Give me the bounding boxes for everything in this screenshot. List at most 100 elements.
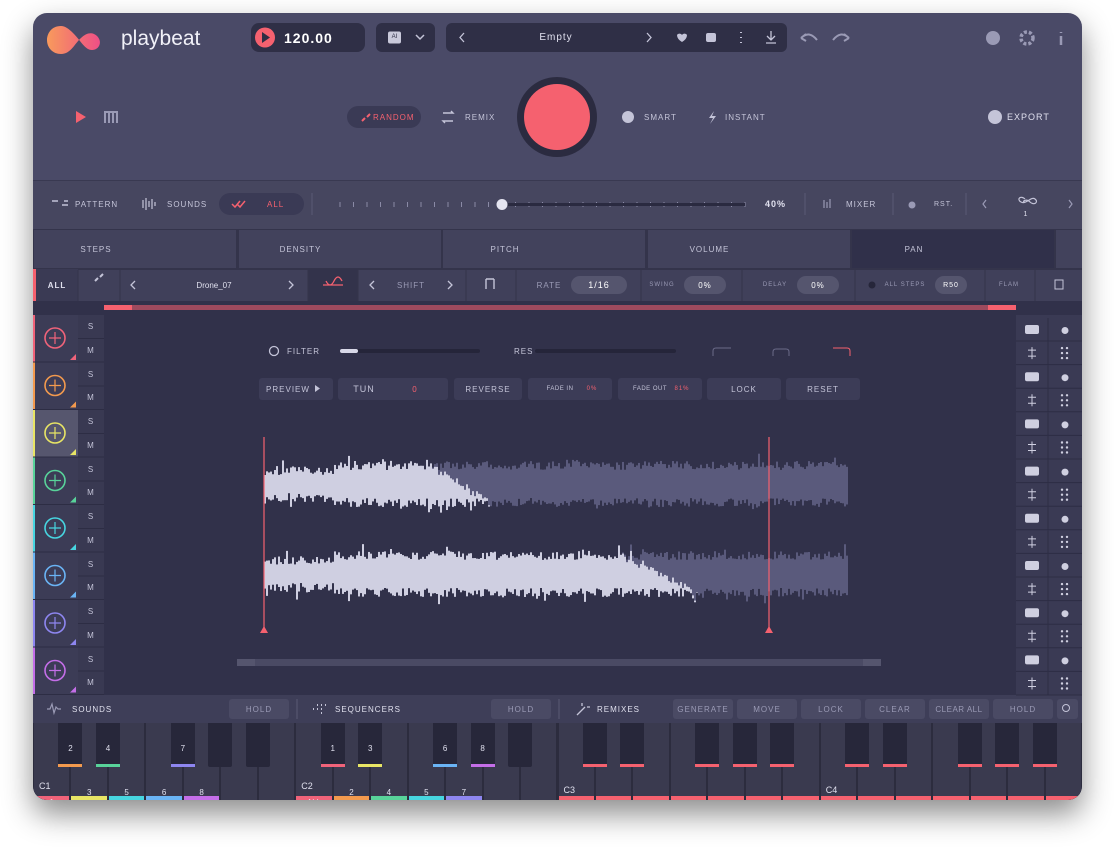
delete-icon[interactable] bbox=[1025, 561, 1039, 570]
res-slider[interactable] bbox=[535, 349, 676, 353]
delete-icon[interactable] bbox=[1025, 655, 1039, 665]
black-key[interactable] bbox=[1032, 723, 1057, 767]
all-label[interactable]: ALL bbox=[267, 199, 285, 209]
mute-button[interactable]: M bbox=[87, 630, 95, 640]
filter-slider[interactable] bbox=[340, 349, 480, 353]
solo-button[interactable]: S bbox=[87, 607, 95, 616]
split-icon[interactable] bbox=[1028, 441, 1036, 454]
filter-lowpass[interactable] bbox=[712, 347, 731, 356]
settings-icon[interactable] bbox=[1019, 30, 1035, 46]
probability-icon[interactable] bbox=[1061, 421, 1069, 429]
loop-arrows[interactable] bbox=[982, 199, 1073, 209]
preview-label[interactable]: PREVIEW bbox=[266, 384, 310, 394]
marker-handle[interactable] bbox=[765, 626, 773, 633]
smart-label[interactable]: SMART bbox=[644, 112, 677, 122]
lock-button[interactable] bbox=[801, 699, 861, 719]
black-key[interactable] bbox=[433, 723, 458, 767]
tab-extra[interactable] bbox=[1056, 230, 1082, 268]
black-key[interactable] bbox=[957, 723, 982, 767]
download-icon[interactable] bbox=[766, 31, 776, 44]
swing-pill[interactable] bbox=[684, 276, 726, 294]
scroll-left[interactable] bbox=[237, 659, 255, 666]
reverse-label[interactable]: REVERSE bbox=[465, 384, 511, 394]
sample-name[interactable]: Drone_07 bbox=[196, 280, 232, 290]
black-key[interactable] bbox=[95, 723, 120, 767]
heart-icon[interactable] bbox=[677, 33, 687, 42]
hold-button[interactable] bbox=[993, 699, 1053, 719]
probability-icon[interactable] bbox=[1061, 563, 1069, 570]
black-key[interactable] bbox=[620, 723, 645, 767]
track-icon[interactable] bbox=[44, 327, 66, 349]
track-icon[interactable] bbox=[44, 374, 66, 397]
slider-knob[interactable] bbox=[496, 199, 508, 210]
generate-label[interactable]: GENERATE bbox=[677, 704, 729, 714]
delete-icon[interactable] bbox=[1025, 419, 1039, 429]
tab[interactable] bbox=[238, 230, 441, 268]
ai-box[interactable] bbox=[376, 23, 435, 52]
instant-label[interactable]: INSTANT bbox=[725, 112, 766, 122]
split-icon[interactable] bbox=[1028, 535, 1036, 548]
black-key[interactable] bbox=[582, 723, 607, 767]
split-icon[interactable] bbox=[1028, 677, 1036, 690]
track-icon[interactable] bbox=[44, 612, 66, 634]
note-icon[interactable] bbox=[485, 278, 495, 289]
flam-label[interactable]: FLAM bbox=[998, 282, 1019, 288]
mute-button[interactable]: M bbox=[87, 488, 95, 497]
scroll-right[interactable] bbox=[863, 659, 881, 666]
black-key[interactable] bbox=[695, 723, 720, 767]
reset-label[interactable]: RST. bbox=[934, 200, 954, 208]
tempo-value[interactable]: 120.00 bbox=[284, 29, 333, 46]
track-icon[interactable] bbox=[44, 659, 66, 682]
tab-label[interactable]: DENSITY bbox=[279, 244, 322, 254]
solo-button[interactable]: S bbox=[87, 322, 95, 331]
solo-button[interactable]: S bbox=[87, 512, 95, 521]
solo-button[interactable]: S bbox=[87, 417, 95, 426]
probability-icon[interactable] bbox=[1061, 374, 1069, 382]
tab-label[interactable]: VOLUME bbox=[689, 244, 730, 254]
random-label[interactable]: RANDOM bbox=[373, 112, 415, 122]
remix-label[interactable]: REMIX bbox=[465, 112, 496, 122]
undo-icon[interactable] bbox=[800, 33, 818, 42]
probability-icon[interactable] bbox=[1061, 468, 1069, 476]
tab[interactable] bbox=[647, 230, 850, 268]
export-label[interactable]: EXPORT bbox=[1007, 112, 1050, 122]
power-icon[interactable] bbox=[268, 345, 280, 357]
mixer-label[interactable]: MIXER bbox=[846, 199, 877, 209]
all-button[interactable] bbox=[219, 193, 304, 215]
track-icon[interactable] bbox=[44, 422, 66, 444]
theme-icon[interactable] bbox=[986, 31, 1000, 45]
fade-in-value[interactable]: 0% bbox=[586, 386, 598, 392]
shift-arrows[interactable] bbox=[369, 280, 453, 290]
mute-button[interactable]: M bbox=[87, 583, 95, 592]
tab[interactable] bbox=[34, 230, 236, 268]
black-key[interactable] bbox=[845, 723, 870, 767]
solo-button[interactable]: S bbox=[87, 369, 95, 379]
split-icon[interactable] bbox=[1028, 394, 1036, 407]
refresh-icon[interactable] bbox=[706, 33, 716, 42]
hold-label[interactable]: HOLD bbox=[245, 704, 273, 714]
black-key[interactable] bbox=[470, 723, 495, 767]
fade-in-control[interactable] bbox=[528, 378, 612, 400]
random-button[interactable] bbox=[347, 106, 421, 128]
split-icon[interactable] bbox=[1028, 347, 1036, 360]
track-icon[interactable] bbox=[44, 564, 66, 587]
clear-all-label[interactable]: CLEAR ALL bbox=[935, 704, 983, 714]
probability-icon[interactable] bbox=[1061, 515, 1069, 523]
delete-icon[interactable] bbox=[1025, 513, 1039, 523]
tab-label[interactable]: STEPS bbox=[80, 244, 112, 254]
black-key[interactable] bbox=[358, 723, 383, 767]
clear-button[interactable] bbox=[865, 699, 925, 719]
solo-button[interactable]: S bbox=[87, 654, 95, 664]
solo-button[interactable]: S bbox=[87, 464, 95, 474]
split-icon[interactable] bbox=[1028, 488, 1036, 501]
fade-out-value[interactable]: 81% bbox=[674, 386, 690, 392]
mute-button[interactable]: M bbox=[87, 393, 95, 402]
preset-box[interactable] bbox=[446, 23, 787, 52]
black-key[interactable] bbox=[732, 723, 757, 767]
move-label[interactable]: MOVE bbox=[753, 704, 781, 714]
marker-handle[interactable] bbox=[260, 626, 268, 633]
copy-icon[interactable] bbox=[1054, 279, 1064, 290]
probability-icon[interactable] bbox=[1061, 610, 1069, 618]
delay-pill[interactable] bbox=[797, 276, 839, 294]
all-cell[interactable] bbox=[33, 269, 78, 301]
